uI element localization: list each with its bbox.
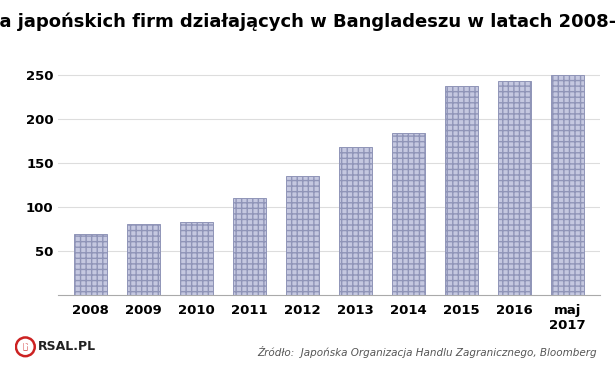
- Bar: [127, 224, 160, 295]
- Bar: [392, 133, 425, 295]
- Text: ᗐ: ᗐ: [23, 342, 28, 351]
- Bar: [498, 81, 531, 295]
- Text: RSAL.PL: RSAL.PL: [38, 340, 96, 353]
- Bar: [551, 75, 584, 295]
- Bar: [180, 222, 213, 295]
- Text: Liczba japońskich firm działających w Bangladeszu w latach 2008-2017: Liczba japońskich firm działających w Ba…: [0, 13, 615, 31]
- Bar: [286, 176, 319, 295]
- Text: Źródło:  Japońska Organizacja Handlu Zagranicznego, Bloomberg: Źródło: Japońska Organizacja Handlu Zagr…: [257, 346, 597, 358]
- Bar: [445, 86, 478, 295]
- Bar: [74, 233, 107, 295]
- Text: F: F: [22, 342, 29, 352]
- Bar: [233, 198, 266, 295]
- Bar: [339, 147, 372, 295]
